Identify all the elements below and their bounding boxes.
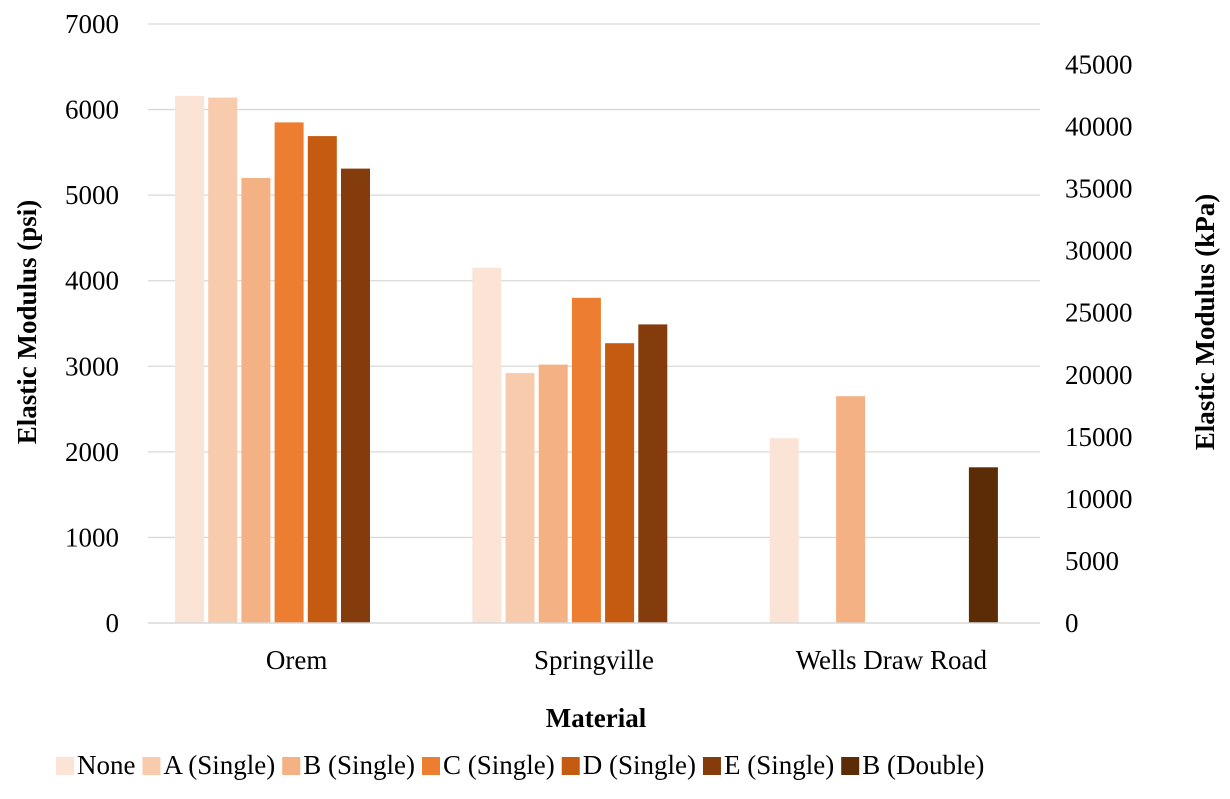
y2-tick-label: 15000	[1065, 422, 1133, 452]
legend-label: D (Single)	[583, 750, 696, 780]
bar	[341, 168, 370, 623]
y-axis-title: Elastic Modulus (psi)	[12, 200, 42, 445]
legend-swatch	[841, 757, 860, 775]
bar	[208, 97, 238, 624]
y-tick-label: 2000	[65, 437, 119, 467]
bar	[241, 178, 271, 623]
y-tick-label: 5000	[65, 180, 119, 210]
legend-label: B (Double)	[862, 750, 984, 780]
legend-swatch	[56, 757, 74, 775]
legend-item: E (Single)	[702, 750, 834, 780]
bars	[175, 95, 998, 624]
legend-label: A (Single)	[163, 750, 275, 780]
legend-swatch	[702, 757, 721, 775]
legend-item: C (Single)	[421, 750, 555, 780]
bar	[274, 122, 304, 624]
y-tick-label: 3000	[65, 351, 119, 381]
legend-swatch	[142, 757, 161, 775]
y2-axis-title: Elastic Modulus (kPa)	[1190, 194, 1220, 451]
legend-item: B (Double)	[841, 750, 984, 780]
y2-tick-label: 35000	[1065, 174, 1133, 204]
legend-label: B (Single)	[303, 750, 415, 780]
y2-tick-label: 10000	[1065, 484, 1133, 514]
bar	[307, 136, 337, 623]
legend-swatch	[561, 757, 580, 775]
category-label: Wells Draw Road	[796, 645, 988, 675]
bar	[836, 396, 866, 623]
y2-tick-label: 20000	[1065, 360, 1133, 390]
bar	[571, 297, 601, 623]
legend-swatch	[421, 757, 440, 775]
category-label: Orem	[266, 645, 327, 675]
legend-swatch	[282, 757, 301, 775]
category-label: Springville	[534, 645, 654, 675]
legend-item: A (Single)	[142, 750, 275, 780]
y-tick-label: 0	[106, 608, 120, 638]
bar	[538, 364, 568, 623]
y2-tick-label: 45000	[1065, 49, 1133, 79]
legend-item: None	[56, 750, 135, 780]
x-axis-title: Material	[546, 703, 647, 733]
bar	[505, 373, 535, 623]
y2-tick-label: 30000	[1065, 236, 1133, 266]
y-tick-label: 4000	[65, 266, 119, 296]
legend-label: E (Single)	[724, 750, 834, 780]
legend: None A (Single) B (Single) C (Single) D (Sin…	[56, 750, 984, 780]
bar	[638, 324, 668, 623]
bar	[472, 267, 502, 623]
y-tick-label: 1000	[65, 522, 119, 552]
legend-item: D (Single)	[561, 750, 696, 780]
category-labels: Orem Springville Wells Draw Road	[266, 645, 988, 675]
bar	[605, 343, 635, 623]
y2-tick-label: 0	[1065, 608, 1079, 638]
y-tick-label: 7000	[65, 9, 119, 39]
legend-label: C (Single)	[443, 750, 555, 780]
legend-item: B (Single)	[282, 750, 415, 780]
left-tick-labels: 0 1000 2000 3000 4000 5000 6000 7000	[65, 9, 119, 638]
bar	[968, 467, 998, 623]
y2-tick-label: 25000	[1065, 298, 1133, 328]
y-tick-label: 6000	[65, 95, 119, 125]
y2-tick-label: 5000	[1065, 546, 1119, 576]
bar	[769, 438, 799, 623]
bar	[175, 95, 204, 623]
y2-tick-label: 40000	[1065, 112, 1133, 142]
right-tick-labels: 0 5000 10000 15000 20000 25000 30000 35000 40000…	[1065, 49, 1133, 638]
legend-label: None	[77, 750, 135, 780]
